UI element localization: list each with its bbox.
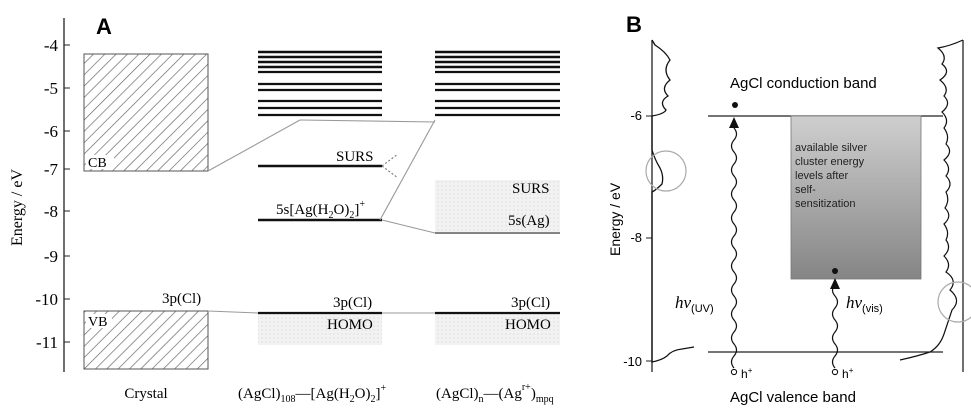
hole-vis-label: h+ [842,366,854,381]
complex-surs-label: SURS [336,149,374,165]
dos-curve-right [899,39,964,361]
cluster-surs-band [435,180,560,234]
vis-wavy-arrow [831,285,839,369]
y-tick-label-a: -10 [35,290,58,309]
cb-label-bg [86,155,114,169]
highlight-circle-left [645,150,687,192]
y-tick-label-a: -6 [44,122,58,141]
cluster-box-text: available silver [795,142,867,154]
complex-3p-label: 3p(Cl) [333,295,372,311]
y-tick-label-a: -4 [44,36,59,55]
hole-uv-label: h+ [741,366,753,381]
vb-label: VB [88,315,107,330]
complex-homo-label: HOMO [327,317,373,333]
cluster-box-text: levels after [795,170,849,182]
valence-band-label: AgCl valence band [730,389,856,406]
dos-curve-left [651,39,695,363]
y-tick-label-a: -5 [44,79,58,98]
x-label-crystal: Crystal [124,386,167,402]
y-tick-label-a: -8 [44,202,58,221]
panel-b-letter: B [626,12,642,37]
cluster-surs-label: SURS [512,181,550,197]
complex-5s-label: 5s[Ag(H2O)2]+ [276,199,365,221]
vb-label-bg [86,314,112,328]
cb-label: CB [88,156,107,171]
x-label-cluster: (AgCl)n—(Agr+)mpq [436,382,554,405]
y-tick-label-b: -8 [630,230,642,245]
cluster-conduction-levels [435,50,560,117]
cluster-box-text: self- [795,184,816,196]
silver-cluster-levels-box [790,115,922,280]
cluster-box-text: cluster energy [795,156,865,168]
y-tick-label-a: -7 [44,160,59,179]
cluster-homo-band [435,314,560,345]
y-tick-label-b: -10 [623,354,642,369]
correlation-lines [207,119,436,314]
x-label-complex: (AgCl)108—[Ag(H2O)2]+ [238,383,386,405]
panel-a-letter: A [96,14,112,39]
hv-vis-label: hν(vis) [846,293,883,315]
panel-b: B -6 -8 -10 Energy / eV AgCl conduction … [607,12,971,406]
y-tick-label-a: -9 [44,247,58,266]
uv-arrow-head [729,117,739,128]
vis-arrow-head [830,278,840,289]
complex-conduction-levels [258,50,382,117]
crystal-3p-label: 3p(Cl) [162,291,201,307]
y-axis-label-a: Energy / eV [9,169,26,246]
complex-homo-band [258,314,382,345]
highlight-circle-right [937,281,971,323]
electron-dot-uv [732,102,738,108]
uv-wavy-arrow [730,127,738,369]
y-axis-label-b: Energy / eV [607,182,623,256]
conduction-band-label: AgCl conduction band [730,75,877,92]
panel-a: A -4 -5 -6 -7 -8 -9 -10 -11 Energy / eV … [9,14,560,405]
y-tick-label-b: -6 [630,108,642,123]
conduction-band-block [83,53,209,172]
cluster-box-text: sensitization [795,198,856,210]
hv-uv-label: hν(UV) [675,293,714,315]
valence-band-block [83,310,209,370]
electron-dot-vis [832,268,838,274]
cluster-3p-label: 3p(Cl) [511,295,550,311]
hole-vis [831,368,839,376]
cluster-homo-label: HOMO [505,317,551,333]
y-ticks-a [64,44,70,343]
cluster-5s-label: 5s(Ag) [508,213,550,229]
hole-uv [730,368,738,376]
y-tick-label-a: -11 [36,333,58,352]
